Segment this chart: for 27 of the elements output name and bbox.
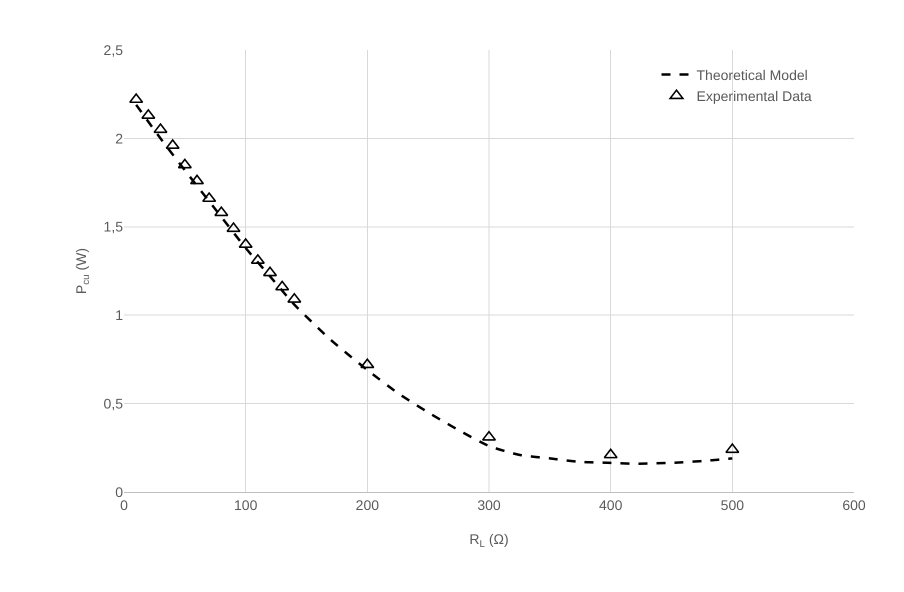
x-tick-label: 600 (842, 496, 866, 513)
point (238, 238, 253, 248)
y-tick-label: 2,5 (104, 42, 124, 58)
point (360, 358, 374, 368)
point (214, 206, 228, 216)
point (725, 443, 740, 454)
x-axis-title: R$_{L}$ (Ω) (469, 531, 509, 550)
x-tick-label: 200 (356, 496, 380, 513)
legend-label: Experimental Data (696, 88, 812, 104)
x-tick-label: 500 (720, 496, 744, 513)
point (226, 222, 241, 232)
point (153, 123, 168, 134)
legend-label: Theoretical Model (696, 66, 808, 83)
x-tick-label: 400 (598, 496, 623, 513)
point (129, 93, 144, 104)
point (287, 292, 302, 303)
y-tick-label: 1 (115, 307, 124, 324)
point (202, 192, 216, 202)
point (262, 266, 278, 276)
y-tick-label: 0 (115, 484, 124, 500)
y-tick-label: 1,5 (104, 218, 124, 235)
x-tick-label: 100 (234, 496, 258, 513)
x-tick-label: 300 (477, 496, 501, 513)
point (166, 139, 180, 150)
y-tick-label: 2 (115, 130, 124, 146)
y-tick-label: 0,5 (104, 396, 124, 412)
point (482, 430, 496, 441)
